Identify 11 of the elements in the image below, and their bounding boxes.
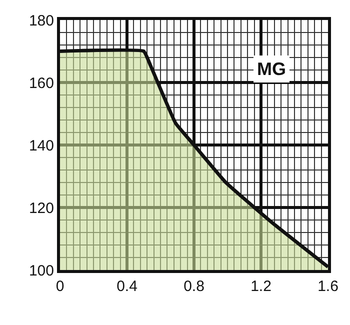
x-tick-label: 0.8: [184, 278, 204, 295]
y-tick-label: 120: [28, 200, 54, 217]
y-tick-label: 180: [28, 12, 54, 30]
x-tick-label: 0: [56, 278, 64, 295]
y-tick-label: 140: [28, 137, 54, 154]
annotation: MG: [257, 59, 286, 79]
x-tick-label: 1.6: [318, 278, 338, 295]
x-tick-label: 1.2: [250, 278, 272, 295]
y-tick-label: 160: [28, 74, 54, 92]
y-tick-label: 100: [28, 262, 54, 280]
x-tick-label: 0.4: [116, 278, 138, 295]
